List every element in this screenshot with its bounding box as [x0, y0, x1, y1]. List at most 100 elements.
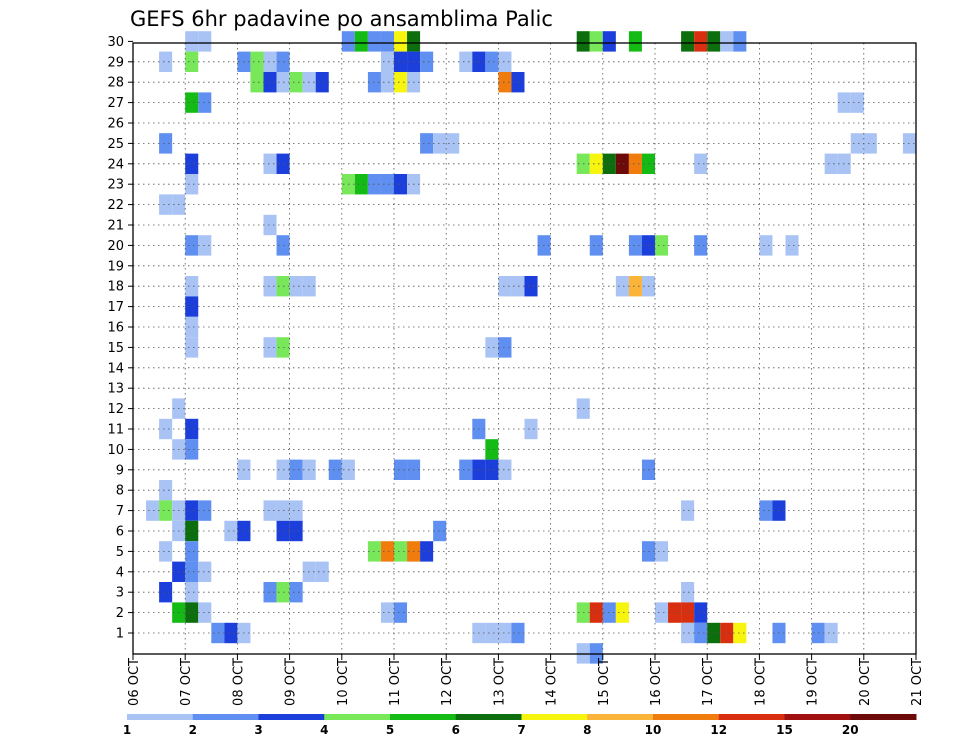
heatmap-cell [354, 174, 368, 195]
heatmap-cells [146, 31, 916, 664]
y-tick-label: 8 [116, 484, 124, 499]
heatmap-cell [185, 153, 199, 174]
heatmap-cell [263, 214, 277, 236]
x-tick-label: 09 OCT [284, 658, 299, 706]
heatmap-cell [485, 439, 499, 460]
x-tick-label: 12 OCT [440, 658, 455, 706]
heatmap-cell [681, 500, 695, 521]
heatmap-cell [485, 337, 499, 358]
heatmap-cell [433, 520, 447, 542]
heatmap-cell [824, 153, 838, 174]
color-legend: 1 2 3 4 5 6 7 8 10 12 15 20 [123, 714, 917, 737]
heatmap-cell [159, 480, 173, 501]
x-tick-label: 20 OCT [858, 658, 873, 706]
heatmap-cell [511, 622, 525, 644]
heatmap-cell [733, 622, 747, 644]
heatmap-cell [159, 51, 173, 72]
heatmap-cell [394, 541, 408, 562]
heatmap-cell [759, 500, 773, 521]
heatmap-cell [328, 459, 342, 480]
heatmap-cell [185, 276, 199, 297]
legend-swatch [587, 714, 654, 720]
heatmap-cell [185, 174, 199, 195]
heatmap-cell [146, 500, 160, 521]
heatmap-cell [394, 459, 408, 480]
legend-swatch [127, 714, 194, 720]
heatmap-cell [615, 602, 629, 623]
y-tick-label: 26 [107, 117, 124, 132]
heatmap-cell [394, 51, 408, 72]
heatmap-cell [394, 602, 408, 623]
legend-label: 6 [452, 723, 460, 737]
heatmap-cell [694, 602, 708, 623]
heatmap-cell [694, 235, 708, 256]
heatmap-cell [485, 622, 499, 644]
heatmap-cell [198, 561, 212, 582]
heatmap-cell [198, 235, 212, 256]
legend-swatch [718, 714, 785, 720]
heatmap-cell [198, 92, 212, 113]
heatmap-cell [224, 520, 238, 542]
x-tick-label: 14 OCT [545, 658, 560, 706]
heatmap-cell [159, 500, 173, 521]
y-tick-label: 10 [107, 443, 124, 458]
legend-label: 2 [189, 723, 197, 737]
y-tick-label: 15 [107, 341, 124, 356]
heatmap-cell [589, 235, 603, 256]
heatmap-cell [263, 337, 277, 358]
y-tick-label: 23 [107, 178, 124, 193]
heatmap-cell [628, 153, 642, 174]
x-tick-label: 08 OCT [231, 658, 246, 706]
heatmap-cell [459, 51, 473, 72]
y-tick-label: 28 [107, 76, 124, 91]
x-tick-label: 19 OCT [806, 658, 821, 706]
heatmap-cell [655, 235, 669, 256]
heatmap-cell [655, 602, 669, 623]
y-tick-label: 7 [116, 504, 124, 519]
y-tick-label: 11 [107, 423, 124, 438]
heatmap-cell [289, 276, 303, 297]
legend-label: 12 [710, 723, 727, 737]
legend-label: 5 [386, 723, 394, 737]
plot-frame [132, 42, 917, 655]
heatmap-cell [380, 541, 394, 562]
heatmap-cell [498, 459, 512, 480]
heatmap-cell [263, 72, 277, 93]
heatmap-cell [824, 622, 838, 644]
heatmap-cell [380, 72, 394, 93]
y-tick-label: 21 [107, 219, 124, 234]
heatmap-cell [850, 92, 864, 113]
heatmap-cell [420, 541, 434, 562]
x-tick-label: 10 OCT [336, 658, 351, 706]
heatmap-cell [289, 72, 303, 93]
heatmap-cell [380, 174, 394, 195]
heatmap-cell [185, 296, 199, 317]
x-tick-label: 18 OCT [753, 658, 768, 706]
heatmap-cell [394, 72, 408, 93]
heatmap-cell [576, 31, 590, 52]
heatmap-cell [589, 602, 603, 623]
y-tick-label: 14 [107, 361, 124, 376]
x-tick-label: 17 OCT [701, 658, 716, 706]
heatmap-cell [863, 133, 877, 154]
heatmap-cell [380, 31, 394, 52]
x-tick-label: 11 OCT [388, 658, 403, 706]
y-tick-label: 24 [107, 157, 124, 172]
heatmap-cell [185, 418, 199, 440]
heatmap-cell [185, 602, 199, 623]
heatmap-cell [263, 276, 277, 297]
heatmap-cell [511, 276, 525, 297]
y-tick-label: 16 [107, 321, 124, 336]
heatmap-cell [524, 418, 538, 440]
heatmap-cell [707, 31, 721, 52]
heatmap-cell [681, 622, 695, 644]
heatmap-cell [159, 194, 173, 215]
heatmap-cell [211, 622, 225, 644]
heatmap-cell [759, 235, 773, 256]
heatmap-cell [185, 561, 199, 582]
heatmap-cell [850, 133, 864, 154]
heatmap-cell [198, 31, 212, 52]
y-tick-label: 6 [116, 525, 124, 540]
y-tick-label: 5 [116, 545, 124, 560]
